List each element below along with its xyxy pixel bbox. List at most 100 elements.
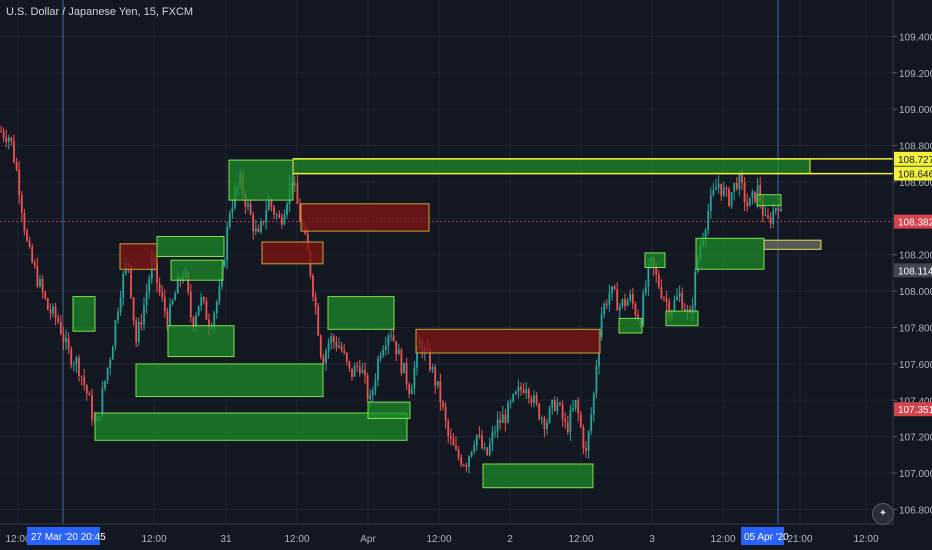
candle-body [712, 189, 715, 195]
candle-body [161, 292, 164, 298]
candle-body [163, 297, 166, 312]
candle-body [397, 349, 400, 355]
supply-zone [300, 203, 430, 232]
candle-body [202, 297, 205, 301]
candle-body [548, 407, 551, 423]
candle-body [335, 341, 338, 348]
x-tick-label: 12:00 [568, 534, 593, 545]
candle-body [621, 299, 624, 306]
candle-body [587, 431, 590, 452]
price-label-box [894, 151, 932, 166]
candle-body [10, 137, 13, 141]
neutral-zone [763, 239, 822, 250]
price-label-box [894, 214, 932, 229]
candle-body [46, 298, 49, 310]
candle-body [774, 207, 777, 211]
candle-body [67, 337, 70, 350]
candle-body [59, 321, 62, 335]
x-tick-label: 12:00 [853, 534, 878, 545]
y-tick-label: 107.800 [899, 324, 932, 335]
candle-body [457, 449, 460, 458]
candle-body [325, 350, 327, 364]
candle-body [106, 367, 109, 381]
chart-title: U.S. Dollar / Japanese Yen, 15, FXCM [6, 6, 194, 18]
candle-body [429, 349, 431, 370]
demand-zone [170, 259, 224, 281]
y-tick-label: 106.800 [899, 505, 932, 516]
candle-body [408, 384, 411, 394]
candle-body [759, 185, 762, 202]
key-level-zone [292, 158, 811, 175]
y-tick-label: 109.000 [899, 105, 932, 116]
candle-body [683, 308, 686, 312]
candle-body [104, 380, 106, 389]
candle-body [189, 291, 192, 318]
x-axis[interactable]: 12:00 12:00 31 12:00 Apr 12:00 2 12:00 3 12:00 21:… [0, 523, 932, 550]
candle-body [473, 445, 476, 452]
candle-body [208, 319, 210, 329]
candle-body [145, 292, 148, 306]
candle-body [322, 356, 325, 364]
x-tick-label: 3 [649, 534, 655, 545]
x-tick-label: Apr [360, 534, 376, 545]
candle-body [140, 321, 143, 325]
candle-body [314, 296, 317, 306]
candle-body [80, 376, 83, 378]
y-tick-label: 107.200 [899, 433, 932, 444]
candle-body [707, 210, 710, 231]
candle-body [572, 408, 574, 411]
candle-body [366, 375, 369, 400]
candle-body [512, 394, 515, 402]
price-label: 108.382 [898, 218, 932, 229]
candle-body [754, 191, 756, 202]
candle-body [72, 364, 75, 366]
candle-body [257, 228, 260, 232]
candle-body [772, 210, 775, 224]
candle-body [340, 345, 343, 351]
demand-zone [695, 237, 765, 270]
candle-body [338, 345, 340, 348]
candle-body [75, 357, 78, 365]
candle-body [561, 404, 564, 420]
candle-body [312, 275, 314, 297]
candle-body [148, 278, 151, 293]
x-tick-label: 31 [220, 534, 232, 545]
candle-body [566, 422, 569, 433]
candle-body [634, 303, 637, 315]
candle-body [720, 183, 723, 196]
candle-body [657, 274, 660, 288]
x-tick-label: 12:00 [141, 534, 166, 545]
candle-body [413, 367, 416, 389]
candle-body [499, 419, 502, 423]
candle-body [20, 195, 23, 213]
candle-body [535, 395, 538, 404]
demand-zone [135, 363, 324, 398]
candle-body [200, 297, 203, 306]
candle-body [353, 365, 356, 377]
candle-body [57, 317, 60, 322]
candle-body [595, 366, 598, 394]
candle-body [717, 183, 720, 188]
candle-body [33, 262, 36, 266]
candle-body [226, 226, 229, 261]
candle-body [569, 410, 572, 433]
candle-body [442, 402, 444, 407]
candle-body [564, 419, 567, 423]
zones [72, 158, 893, 489]
candle-body [522, 389, 525, 393]
candle-body [254, 228, 257, 232]
candle-body [468, 456, 470, 467]
candle-body [517, 386, 520, 392]
candle-body [465, 465, 468, 467]
candle-body [132, 297, 135, 321]
candle-body [327, 343, 330, 351]
candle-body [122, 273, 125, 298]
y-tick-label: 107.000 [899, 469, 932, 480]
candle-body [91, 395, 93, 420]
candle-body [660, 287, 663, 298]
demand-zone [327, 296, 395, 330]
candle-body [452, 438, 455, 446]
tradingview-logo-icon[interactable]: ✦ [872, 503, 894, 525]
